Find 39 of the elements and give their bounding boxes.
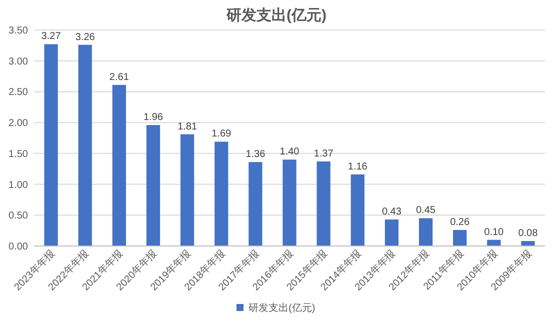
data-label: 1.96	[144, 112, 164, 124]
data-label: 1.40	[280, 146, 300, 158]
bar	[214, 142, 228, 246]
bar	[350, 174, 364, 246]
data-label: 3.26	[75, 32, 96, 43]
y-tick-label: 0.00	[8, 242, 28, 252]
bar	[180, 134, 194, 246]
data-label: 0.43	[382, 206, 402, 218]
bar	[418, 218, 433, 246]
data-label: 1.37	[314, 148, 334, 160]
bar	[282, 160, 296, 246]
y-tick-label: 2.00	[8, 118, 28, 130]
data-label: 0.26	[450, 216, 470, 228]
bar	[146, 125, 160, 246]
data-label: 0.45	[416, 205, 436, 216]
data-label: 0.08	[518, 228, 538, 240]
data-label: 1.36	[246, 149, 266, 160]
data-label: 2.61	[109, 72, 130, 83]
bar	[248, 162, 262, 246]
bar	[316, 161, 330, 246]
bar	[521, 241, 535, 246]
legend-label: 研发支出(亿元)	[248, 302, 316, 314]
bar	[384, 219, 399, 246]
data-label: 1.16	[348, 161, 368, 172]
data-label: 3.27	[41, 31, 62, 42]
data-label: 0.10	[484, 226, 504, 238]
bar	[112, 84, 126, 246]
data-label: 1.69	[212, 128, 232, 140]
bar	[453, 230, 467, 246]
data-label: 1.81	[178, 121, 198, 132]
y-tick-label: 3.50	[8, 26, 28, 36]
y-tick-label: 1.00	[8, 180, 28, 191]
y-tick-label: 1.50	[8, 148, 28, 160]
chart-title: 研发支出(亿元)	[226, 7, 326, 24]
bar	[78, 44, 92, 246]
bar	[44, 44, 58, 246]
y-tick-label: 2.50	[8, 87, 28, 98]
y-tick-label: 3.00	[8, 56, 28, 68]
y-tick-label: 0.50	[8, 210, 28, 222]
